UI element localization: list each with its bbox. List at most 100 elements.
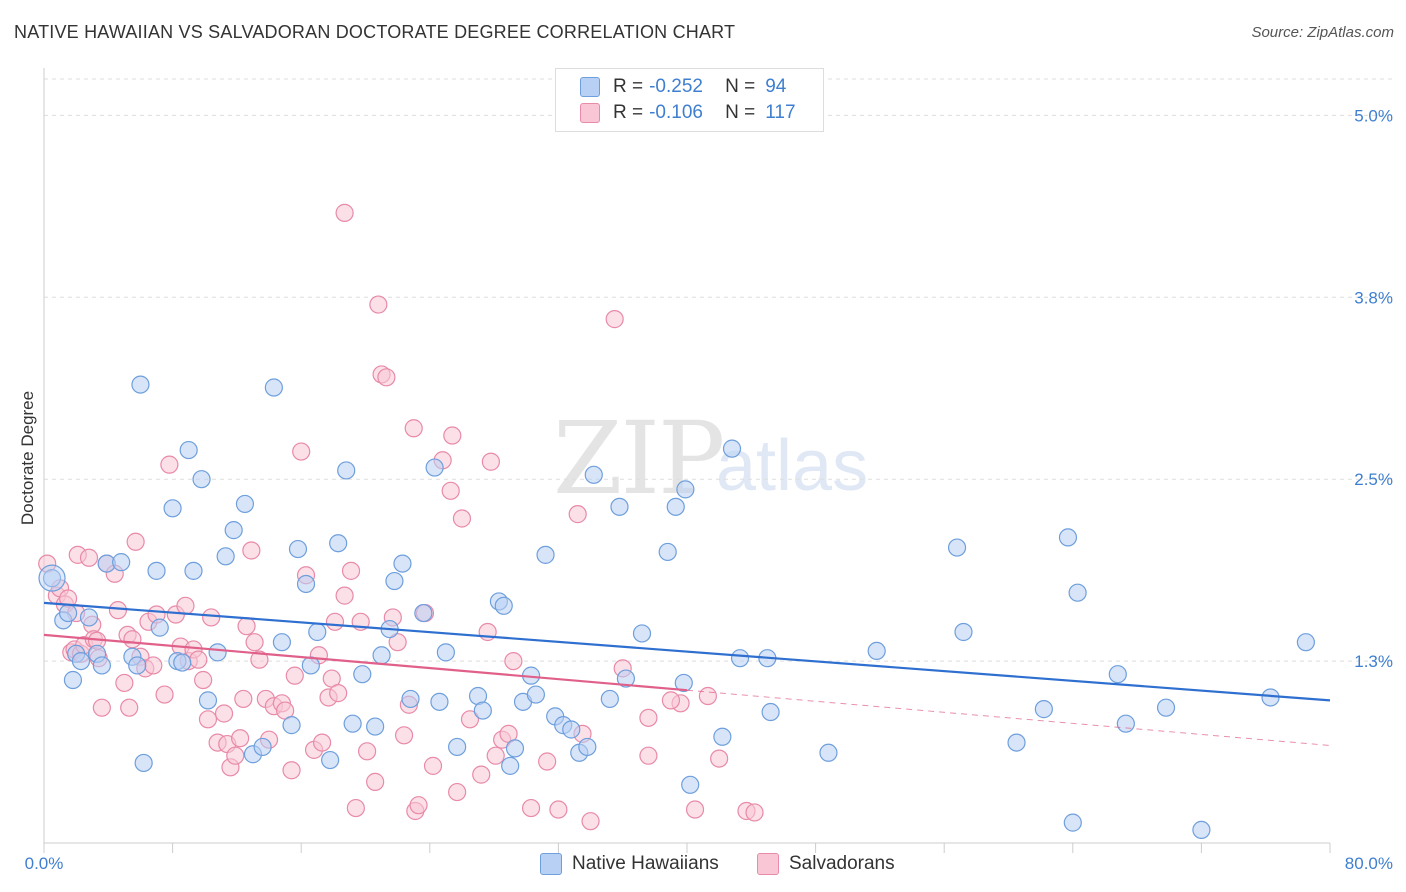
native-hawaiian-point — [616, 669, 636, 688]
native-hawaiian-point — [1296, 633, 1315, 652]
salvadoran-point — [79, 548, 99, 567]
native-hawaiian-point — [505, 739, 525, 758]
salvadoran-point — [346, 798, 365, 818]
salvadorans-trend-line — [43, 633, 688, 692]
native-hawaiian-point — [1108, 665, 1127, 684]
legend-swatch-pink — [580, 103, 600, 123]
salvadoran-point — [335, 203, 354, 222]
stats-legend: R = -0.252 N = 94 R = -0.106 N = 117 — [555, 68, 824, 132]
salvadoran-point — [538, 752, 557, 771]
salvadoran-point — [568, 505, 587, 524]
native-hawaiian-point — [173, 653, 192, 672]
legend-r-label: R = — [613, 76, 644, 97]
salvadoran-point — [698, 686, 717, 706]
salvadoran-point — [234, 689, 253, 709]
native-hawaiians-points — [38, 375, 1315, 840]
native-hawaiian-point — [353, 665, 372, 684]
native-hawaiian-point — [71, 651, 91, 671]
legend-r-value: -0.106 — [649, 102, 703, 123]
native-hawaiian-point — [184, 561, 203, 580]
native-hawaiian-point — [198, 691, 218, 710]
salvadoran-point — [377, 368, 396, 387]
native-hawaiian-point — [192, 470, 211, 489]
native-hawaiian-point-large — [38, 564, 66, 592]
salvadoran-point — [369, 295, 388, 314]
bottom-legend-native-hawaiians: Native Hawaiians — [540, 852, 719, 876]
salvadoran-point — [226, 746, 245, 765]
native-hawaiian-point — [282, 716, 301, 735]
salvadoran-point — [231, 729, 250, 748]
salvadoran-point — [245, 633, 264, 652]
salvadoran-point — [441, 481, 460, 500]
y-axis-title: Doctorate Degree — [18, 391, 37, 525]
salvadoran-point — [108, 601, 128, 620]
salvadoran-point — [358, 742, 377, 761]
salvadoran-point — [189, 650, 208, 669]
native-hawaiian-point — [658, 542, 677, 562]
x-tick-label: 80.0% — [1345, 854, 1393, 873]
native-hawaiian-point — [1063, 813, 1082, 832]
salvadoran-point — [388, 633, 407, 652]
salvadoran-point — [329, 684, 348, 703]
legend-n-label: N = — [725, 102, 756, 123]
native-hawaiian-point — [425, 458, 444, 477]
native-hawaiian-point — [393, 554, 412, 573]
native-hawaiian-point — [1034, 700, 1053, 719]
legend-n-value: 94 — [765, 76, 787, 97]
native-hawaiian-point — [494, 596, 513, 615]
native-hawaiian-point — [867, 641, 886, 661]
salvadoran-point — [155, 685, 174, 704]
legend-n-label: N = — [725, 76, 756, 97]
salvadoran-point — [341, 561, 361, 580]
native-hawaiian-point — [42, 569, 62, 588]
y-tick-label: 2.5% — [1354, 470, 1393, 489]
chart-title: NATIVE HAWAIIAN VS SALVADORAN DOCTORATE … — [14, 22, 736, 42]
salvadoran-point — [394, 726, 414, 745]
watermark-atlas: atlas — [716, 426, 869, 506]
native-hawaiian-point — [150, 618, 169, 637]
native-hawaiian-point — [216, 547, 235, 566]
trend-lines — [43, 601, 1331, 746]
native-hawaiian-point — [131, 375, 150, 394]
native-hawaiian-point — [329, 534, 348, 553]
salvadoran-point — [685, 800, 705, 819]
grid-layer — [44, 78, 1395, 662]
native-hawaiian-point — [63, 670, 83, 690]
native-hawaiian-point — [610, 497, 629, 516]
native-hawaiian-point — [179, 440, 198, 460]
salvadoran-point — [282, 761, 301, 780]
x-tick-label: 0.0% — [25, 854, 64, 873]
native-hawaiian-point — [676, 480, 695, 499]
bottom-legend-label: Native Hawaiians — [572, 853, 719, 874]
salvadoran-point — [292, 442, 311, 461]
native-hawaiian-point — [321, 750, 340, 770]
salvadoran-point — [126, 532, 145, 551]
native-hawaiian-point — [448, 737, 467, 757]
native-hawaiian-point — [385, 571, 404, 591]
native-hawaiian-point — [666, 497, 685, 516]
native-hawaiian-point — [526, 685, 545, 704]
salvadoran-point — [160, 455, 179, 474]
native-hawaiian-point — [681, 775, 700, 794]
native-hawaiian-point — [1068, 583, 1087, 602]
salvadoran-point — [242, 541, 261, 560]
native-hawaiian-point — [1156, 698, 1176, 717]
native-hawaiian-point — [308, 622, 327, 642]
native-hawaiians-trend-line — [43, 601, 1331, 702]
native-hawaiian-point — [1192, 820, 1211, 840]
salvadoran-point — [581, 812, 600, 831]
native-hawaiian-point — [208, 643, 227, 662]
salvadoran-point — [472, 765, 491, 784]
native-hawaiian-point — [288, 539, 308, 559]
native-hawaiian-point — [473, 701, 492, 720]
native-hawaiian-point — [337, 461, 356, 480]
salvadoran-point — [115, 673, 134, 693]
salvadoran-point — [250, 650, 269, 669]
salvadoran-point — [404, 419, 423, 438]
native-hawaiian-point — [501, 756, 520, 775]
y-tick-label: 5.0% — [1354, 106, 1393, 125]
native-hawaiian-point — [134, 753, 153, 773]
native-hawaiian-point — [296, 574, 316, 594]
native-hawaiian-point — [819, 743, 838, 762]
native-hawaiian-point — [578, 737, 597, 757]
